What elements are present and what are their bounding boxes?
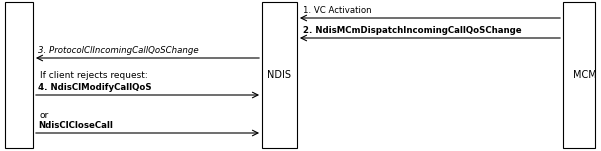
Text: NDIS: NDIS: [267, 70, 291, 80]
Bar: [563, 2, 595, 148]
Bar: [262, 2, 297, 148]
Text: MCM: MCM: [573, 70, 597, 80]
Bar: [5, 2, 33, 148]
Text: or: or: [40, 111, 49, 120]
Text: 2. NdisMCmDispatchIncomingCallQoSChange: 2. NdisMCmDispatchIncomingCallQoSChange: [303, 26, 522, 35]
Text: NdisClCloseCall: NdisClCloseCall: [38, 121, 113, 130]
Text: 3. ProtocolClIncomingCallQoSChange: 3. ProtocolClIncomingCallQoSChange: [38, 46, 198, 55]
Text: If client rejects request:: If client rejects request:: [40, 71, 148, 79]
Text: 1. VC Activation: 1. VC Activation: [303, 6, 371, 15]
Text: 4. NdisClModifyCallQoS: 4. NdisClModifyCallQoS: [38, 83, 151, 92]
